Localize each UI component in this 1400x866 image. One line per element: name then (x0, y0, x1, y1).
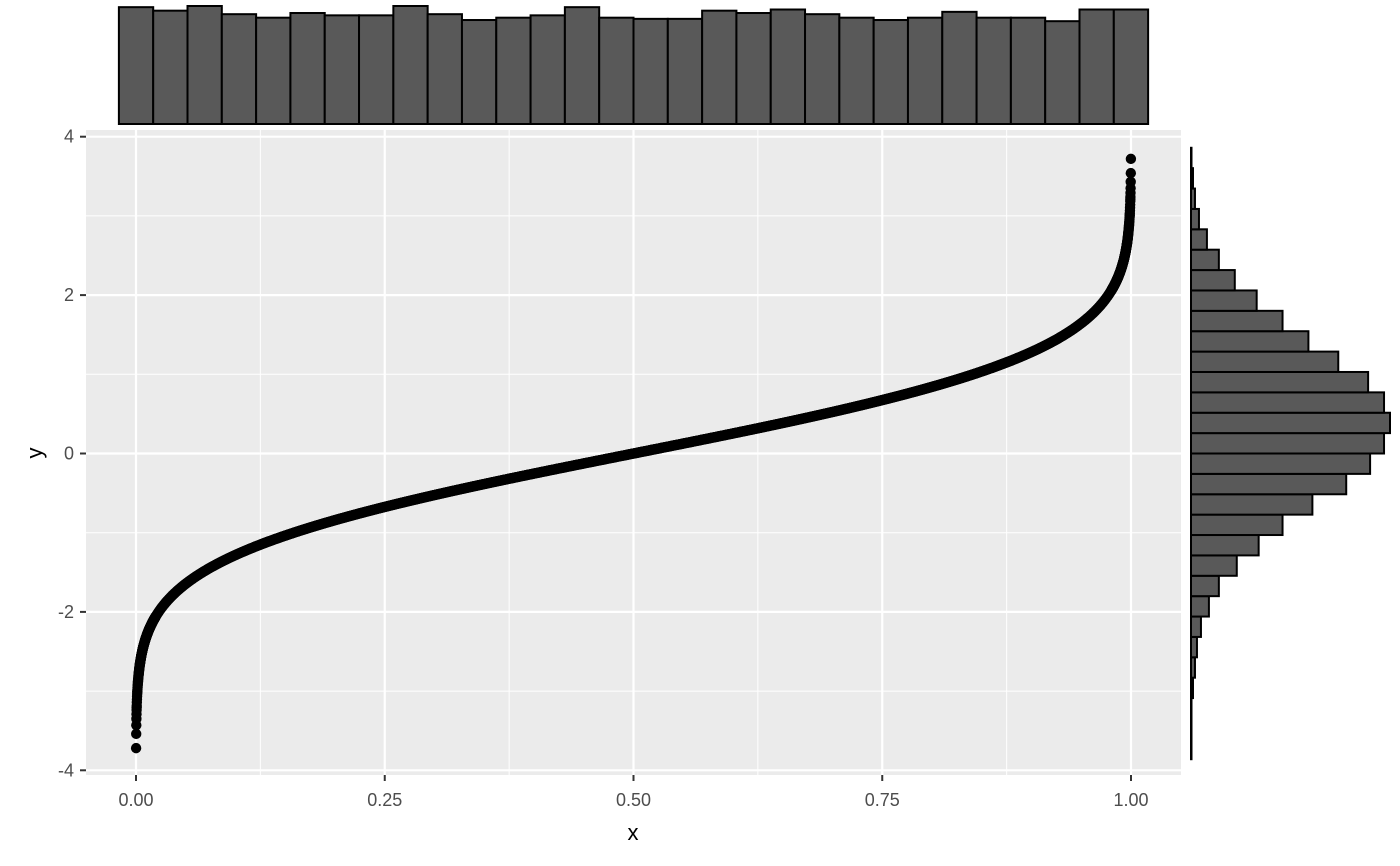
top-histogram-bar (872, 19, 909, 126)
right-histogram-bar (1190, 269, 1236, 292)
right-histogram-bar (1190, 534, 1260, 557)
right-histogram-bar (1190, 411, 1391, 435)
right-histogram-bar (1190, 309, 1284, 333)
top-histogram-bar (1078, 8, 1115, 125)
top-histogram-bar (289, 12, 326, 125)
grid-lines (86, 130, 1181, 775)
scatter-points (130, 153, 1137, 754)
data-point (1106, 285, 1117, 296)
top-histogram-bar (529, 14, 566, 126)
right-histogram-bar (1190, 513, 1284, 537)
top-histogram-bar (495, 16, 532, 125)
top-histogram-bar (392, 5, 429, 125)
top-histogram-bar (323, 14, 361, 126)
right-histogram-bar (1190, 574, 1220, 598)
extreme-data-point (1125, 153, 1137, 165)
top-histogram-bar (220, 13, 258, 125)
top-histogram-bar (598, 16, 635, 125)
x-tick-label: 0.75 (865, 790, 900, 810)
right-histogram-bar (1190, 493, 1314, 516)
extreme-data-point (131, 708, 142, 720)
x-tick-label: 1.00 (1113, 790, 1148, 810)
top-histogram-bar (460, 19, 498, 126)
right-histogram-bar (1190, 248, 1220, 272)
extreme-data-point (1125, 176, 1136, 188)
top-histogram-bar (358, 14, 395, 126)
y-tick-label: 0 (64, 444, 74, 464)
x-tick-label: 0.50 (616, 790, 651, 810)
right-histogram-bar (1190, 228, 1208, 251)
right-histogram-bar (1190, 472, 1348, 496)
right-histogram-bar (1190, 370, 1370, 394)
right-marginal-histogram (1190, 146, 1391, 761)
right-histogram-bar (1190, 330, 1310, 353)
right-histogram-bar (1190, 289, 1258, 312)
top-marginal-histogram (117, 5, 1150, 126)
x-tick-label: 0.25 (367, 790, 402, 810)
y-tick-label: 4 (64, 127, 74, 147)
top-histogram-bar (563, 6, 601, 126)
top-histogram-bar (804, 13, 841, 125)
x-axis-title: x (628, 820, 639, 845)
top-histogram-bar (152, 9, 189, 126)
right-histogram-bar (1190, 595, 1210, 618)
top-histogram-bar (941, 10, 978, 126)
top-histogram-bar (117, 6, 155, 126)
right-histogram-bar (1190, 432, 1386, 455)
axes: 0.00 0.25 0.50 0.75 1.00 -4 -2 0 2 4 (58, 127, 1149, 810)
y-tick-label: 2 (64, 285, 74, 305)
right-histogram-bar (1190, 554, 1238, 577)
right-histogram-bar (1190, 350, 1340, 373)
top-histogram-bar (701, 9, 738, 126)
top-histogram-bar (666, 17, 704, 126)
top-histogram-bar (632, 17, 669, 126)
top-histogram-bar (1044, 20, 1081, 125)
right-histogram-bar (1190, 615, 1202, 638)
top-histogram-bar (1009, 16, 1047, 125)
y-tick-label: -2 (58, 602, 74, 622)
right-histogram-bar (1190, 207, 1200, 231)
top-histogram-bar (769, 8, 807, 125)
right-histogram-bar (1190, 452, 1372, 475)
top-histogram-bar (1112, 8, 1150, 125)
extreme-data-point (130, 742, 142, 754)
y-tick-label: -4 (58, 760, 74, 780)
y-axis-title: y (22, 448, 47, 459)
top-histogram-bar (426, 13, 463, 125)
x-tick-label: 0.00 (118, 790, 153, 810)
data-point (150, 611, 161, 622)
extreme-data-point (1125, 167, 1137, 179)
top-histogram-bar (838, 16, 875, 125)
top-histogram-bar (255, 16, 292, 125)
top-histogram-bar (186, 5, 223, 125)
top-histogram-bar (975, 16, 1012, 125)
extreme-data-point (131, 728, 142, 740)
top-histogram-bar (906, 16, 944, 125)
right-histogram-bar (1190, 391, 1386, 414)
top-histogram-bar (735, 12, 772, 125)
